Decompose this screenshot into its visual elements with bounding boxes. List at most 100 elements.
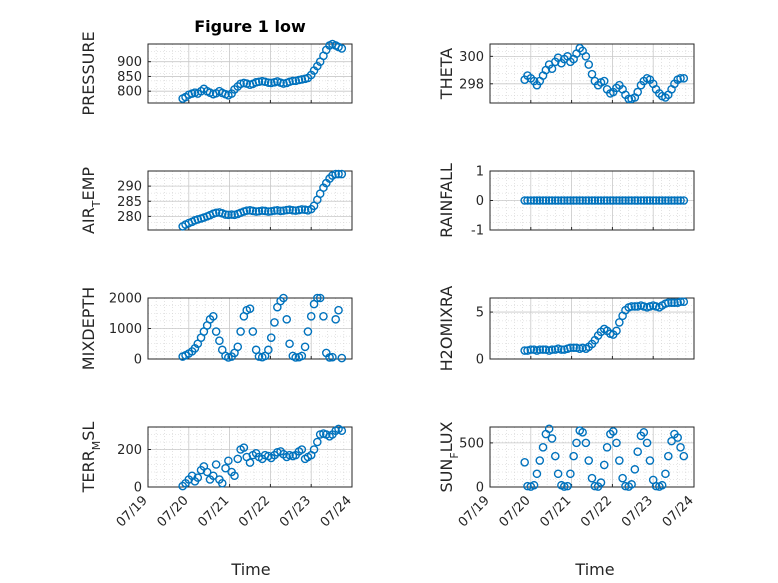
data-point — [633, 87, 642, 97]
data-point — [337, 44, 347, 53]
series-mixdepth — [178, 293, 347, 363]
data-point — [581, 438, 591, 448]
data-point — [325, 353, 334, 362]
x-tick-label: 07/23 — [277, 493, 314, 530]
data-point — [559, 196, 569, 205]
data-point — [661, 469, 670, 479]
data-point — [553, 469, 563, 479]
data-point — [642, 438, 652, 448]
data-point — [535, 196, 545, 205]
data-point — [612, 196, 621, 205]
data-point — [621, 196, 630, 205]
data-point — [538, 345, 548, 354]
data-point — [615, 318, 624, 327]
data-point — [547, 345, 557, 354]
y-axis-label: H2OMIXRA — [437, 286, 456, 372]
y-tick-label: 1 — [476, 165, 484, 180]
y-axis-label: RAINFALL — [437, 163, 456, 238]
data-point — [257, 206, 267, 215]
data-point — [334, 169, 343, 179]
y-tick-label: 290 — [117, 180, 142, 195]
axes-box — [489, 170, 695, 231]
data-point — [532, 469, 542, 479]
data-point — [266, 333, 276, 342]
data-point — [599, 76, 609, 86]
x-tick-label: 07/19 — [456, 493, 493, 530]
data-point — [566, 469, 575, 479]
data-point — [233, 342, 243, 352]
data-point — [602, 442, 612, 452]
y-axis-label: THETA — [437, 48, 456, 100]
data-point — [557, 345, 566, 354]
data-point — [618, 473, 627, 483]
x-tick-label: 07/21 — [195, 493, 232, 530]
y-axis-label-part: AIR — [79, 207, 98, 234]
data-point — [645, 456, 655, 465]
data-point — [291, 206, 300, 215]
data-point — [224, 210, 233, 220]
data-point — [630, 302, 640, 311]
data-point — [657, 196, 667, 205]
data-point — [331, 315, 340, 324]
data-point — [679, 451, 689, 461]
data-point — [627, 302, 636, 311]
data-point — [309, 445, 319, 454]
data-point — [673, 196, 682, 205]
data-point — [535, 345, 545, 354]
minor-grid — [490, 298, 694, 359]
data-point — [266, 78, 276, 88]
y-axis-label: SUNFLUX — [437, 421, 461, 492]
data-point — [541, 196, 551, 205]
axes-box — [489, 297, 695, 360]
series-pressure — [178, 39, 347, 103]
data-point — [319, 311, 328, 321]
data-point — [547, 434, 557, 443]
data-point — [572, 438, 581, 448]
data-point — [663, 298, 673, 307]
data-point — [254, 77, 264, 87]
data-point — [599, 460, 609, 470]
data-point — [679, 297, 689, 307]
y-tick-label: 2000 — [109, 292, 142, 307]
data-point — [624, 196, 634, 205]
data-point — [254, 352, 264, 361]
data-point — [529, 196, 539, 205]
data-point — [657, 480, 667, 490]
data-point — [578, 427, 587, 437]
data-point — [615, 456, 624, 465]
series-sun_flux — [520, 424, 689, 491]
data-point — [279, 206, 288, 215]
data-point — [663, 451, 673, 461]
data-point — [544, 196, 554, 205]
data-point — [303, 327, 313, 336]
data-point — [313, 293, 322, 303]
x-tick-label: 07/22 — [578, 493, 615, 530]
data-point — [661, 196, 670, 205]
data-point — [215, 336, 224, 346]
data-point — [248, 327, 258, 336]
y-axis-label-part: LUX — [437, 421, 456, 452]
y-tick-label: 300 — [459, 50, 484, 65]
data-point — [639, 427, 649, 437]
data-point — [337, 426, 347, 436]
data-point — [285, 205, 294, 215]
data-point — [273, 206, 282, 215]
data-point — [627, 196, 636, 205]
data-point — [630, 465, 640, 474]
y-axis-label-part: F — [448, 452, 461, 458]
data-point — [667, 298, 676, 307]
data-point — [606, 196, 615, 205]
y-tick-label: 280 — [117, 210, 142, 225]
data-point — [230, 471, 239, 481]
y-tick-label: 0 — [134, 353, 142, 368]
data-point — [306, 311, 316, 321]
data-point — [211, 460, 221, 469]
data-point — [578, 196, 587, 205]
data-point — [297, 351, 307, 361]
series-h2omixra — [520, 297, 689, 355]
data-point — [667, 436, 676, 446]
data-point — [264, 345, 273, 355]
y-axis-label-part: RAINFALL — [437, 163, 456, 238]
y-tick-label: 800 — [117, 85, 142, 100]
